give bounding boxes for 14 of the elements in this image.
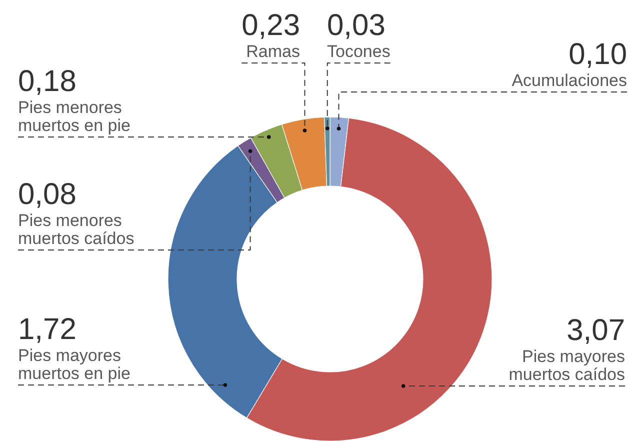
- slice-label: Ramas: [246, 42, 300, 61]
- slice-label: Pies mayores muertos en pie: [18, 346, 130, 383]
- slice-label: Pies menores muertos caídos: [18, 211, 134, 248]
- data-label: 0,23: [242, 9, 300, 42]
- data-label: 0,08: [18, 178, 76, 211]
- data-label: 0,18: [18, 65, 76, 98]
- slice-label: Acumulaciones: [512, 71, 627, 90]
- data-label: 0,10: [568, 38, 627, 71]
- data-label: 0,03: [327, 9, 386, 42]
- slice-label: Pies mayores muertos caídos: [508, 347, 625, 384]
- slice-label: Pies menores muertos en pie: [18, 98, 130, 135]
- data-label: 1,72: [18, 313, 76, 346]
- data-label: 3,07: [566, 314, 625, 347]
- slice-label: Tocones: [327, 42, 390, 61]
